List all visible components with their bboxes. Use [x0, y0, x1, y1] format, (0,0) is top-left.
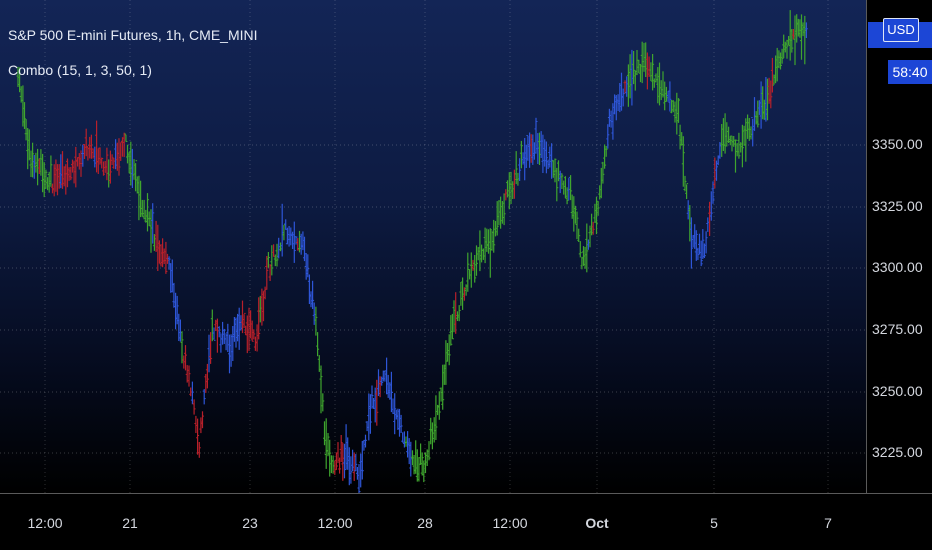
time-tick-label: 12:00	[27, 515, 63, 531]
price-tick-label: 3250.00	[872, 383, 923, 399]
chart-plot-area[interactable]	[0, 0, 866, 493]
price-chart[interactable]	[0, 0, 866, 493]
price-tick-label: 3350.00	[872, 136, 923, 152]
time-tick-label: 21	[122, 515, 138, 531]
time-tick-label: 12:00	[492, 515, 528, 531]
price-tick-label: 3225.00	[872, 444, 923, 460]
time-tick-label: 23	[242, 515, 258, 531]
time-tick-label: Oct	[585, 515, 609, 531]
price-tick-label: 3325.00	[872, 198, 923, 214]
time-axis[interactable]	[0, 493, 932, 550]
indicator-label[interactable]: Combo (15, 1, 3, 50, 1)	[8, 62, 152, 78]
currency-button[interactable]: USD	[883, 18, 919, 42]
price-tick-label: 3300.00	[872, 259, 923, 275]
time-tick-label: 12:00	[317, 515, 353, 531]
time-tick-label: 28	[417, 515, 433, 531]
bar-countdown: 58:40	[888, 60, 932, 84]
time-tick-label: 5	[710, 515, 718, 531]
ohlc-bars	[16, 10, 808, 493]
price-tick-label: 3275.00	[872, 321, 923, 337]
symbol-title[interactable]: S&P 500 E-mini Futures, 1h, CME_MINI	[8, 27, 258, 43]
time-tick-label: 7	[824, 515, 832, 531]
